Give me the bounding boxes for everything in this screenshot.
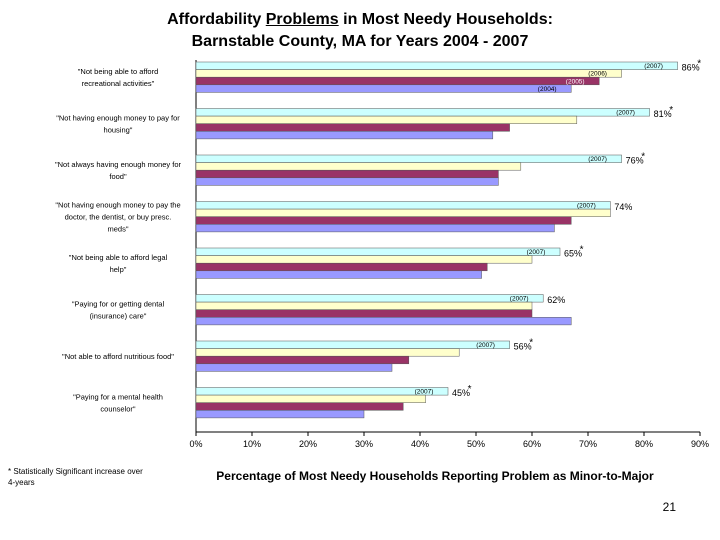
bar-2005 — [195, 309, 533, 318]
year-label: (2006) — [588, 71, 607, 78]
bar-2004 — [195, 84, 572, 93]
year-label: (2007) — [616, 110, 635, 117]
bar-2004 — [195, 363, 393, 372]
bar-2006 — [195, 394, 426, 403]
bar-2005 — [195, 216, 572, 225]
bar-2004 — [195, 410, 365, 419]
title-post: in Most Needy Households: — [338, 11, 553, 28]
bar-2007 — [195, 340, 510, 349]
year-label: (2005) — [566, 78, 585, 85]
x-tick-label: 10% — [243, 439, 261, 449]
year-label: (2007) — [644, 63, 663, 70]
year-label: (2007) — [588, 156, 607, 163]
bar-2006 — [195, 162, 522, 171]
value-label: 86% — [682, 63, 700, 73]
category-label: "Not having enough money to pay the — [55, 201, 180, 210]
value-label: 65% — [564, 249, 582, 259]
x-tick-label: 60% — [523, 439, 541, 449]
value-label: 81% — [654, 109, 672, 119]
bar-2004 — [195, 224, 555, 233]
value-label: 62% — [547, 295, 565, 305]
chart-title-line2: Barnstable County, MA for Years 2004 - 2… — [191, 33, 529, 50]
category-label: recreational activities" — [82, 79, 155, 88]
significance-footnote: * Statistically Significant increase ove… — [8, 466, 148, 488]
year-label: (2007) — [527, 249, 546, 256]
bar-2005 — [195, 262, 488, 272]
bar-2007 — [195, 201, 611, 210]
category-label: "Paying for a mental health — [73, 393, 163, 402]
category-label: food" — [109, 172, 127, 181]
chart-title-line1: Affordability Problems in Most Needy Hou… — [0, 10, 720, 30]
footnote-text: Statistically Significant increase over … — [8, 467, 143, 487]
bar-2005 — [195, 76, 600, 86]
bar-2007 — [195, 387, 449, 396]
significance-star: * — [697, 59, 701, 70]
significance-star: * — [669, 105, 673, 116]
category-label: (insurance) care" — [90, 312, 147, 321]
x-tick-label: 20% — [299, 439, 317, 449]
value-label: 74% — [614, 202, 632, 212]
year-label: (2007) — [510, 296, 529, 303]
category-label: "Not being able to afford legal — [69, 253, 168, 262]
bar-2006 — [195, 115, 578, 124]
x-axis-label: Percentage of Most Needy Households Repo… — [216, 469, 654, 483]
category-label: help" — [110, 265, 127, 274]
x-tick-label: 0% — [189, 439, 202, 449]
bar-2005 — [195, 123, 510, 132]
bar-2007 — [195, 294, 544, 303]
category-label: meds" — [107, 225, 128, 234]
x-tick-label: 70% — [579, 439, 597, 449]
bar-2007 — [195, 247, 561, 256]
category-label: "Not having enough money to pay for — [56, 114, 180, 123]
category-label: "Not being able to afford — [78, 67, 159, 76]
year-label: (2004) — [538, 86, 557, 93]
category-label: "Not able to afford nutritious food" — [62, 352, 174, 361]
category-label: doctor, the dentist, or buy presc. — [65, 213, 172, 222]
footnote-star: * — [8, 467, 12, 476]
category-label: "Not always having enough money for — [55, 160, 182, 169]
title-underlined-word: Problems — [265, 11, 339, 28]
category-label: counselor" — [100, 405, 136, 414]
bar-2007 — [195, 61, 678, 70]
x-tick-label: 50% — [467, 439, 485, 449]
bar-2006 — [195, 69, 622, 78]
significance-star: * — [641, 152, 645, 163]
significance-star: * — [580, 245, 584, 256]
title-pre: Affordability — [167, 11, 266, 28]
bar-2005 — [195, 355, 410, 365]
bar-2004 — [195, 270, 482, 279]
value-label: 45% — [452, 388, 470, 398]
bar-2004 — [195, 177, 499, 186]
year-label: (2007) — [476, 342, 495, 349]
value-label: 56% — [514, 342, 532, 352]
x-tick-label: 90% — [691, 439, 709, 449]
bar-2006 — [195, 208, 611, 217]
significance-star: * — [529, 338, 533, 349]
bar-2004 — [195, 131, 494, 140]
bar-2006 — [195, 348, 460, 357]
bar-2006 — [195, 301, 533, 310]
bar-2005 — [195, 402, 404, 411]
x-tick-label: 40% — [411, 439, 429, 449]
bar-2007 — [195, 108, 650, 117]
year-label: (2007) — [577, 203, 596, 210]
bar-2005 — [195, 169, 499, 179]
page-number: 21 — [662, 500, 676, 514]
category-label: "Paying for or getting dental — [72, 300, 165, 309]
year-label: (2007) — [415, 389, 434, 396]
bar-2006 — [195, 255, 533, 264]
bar-2004 — [195, 317, 572, 326]
significance-star: * — [468, 384, 472, 395]
value-label: 76% — [626, 156, 644, 166]
bar-2007 — [195, 154, 622, 163]
x-tick-label: 80% — [635, 439, 653, 449]
x-tick-label: 30% — [355, 439, 373, 449]
category-label: housing" — [104, 126, 133, 135]
